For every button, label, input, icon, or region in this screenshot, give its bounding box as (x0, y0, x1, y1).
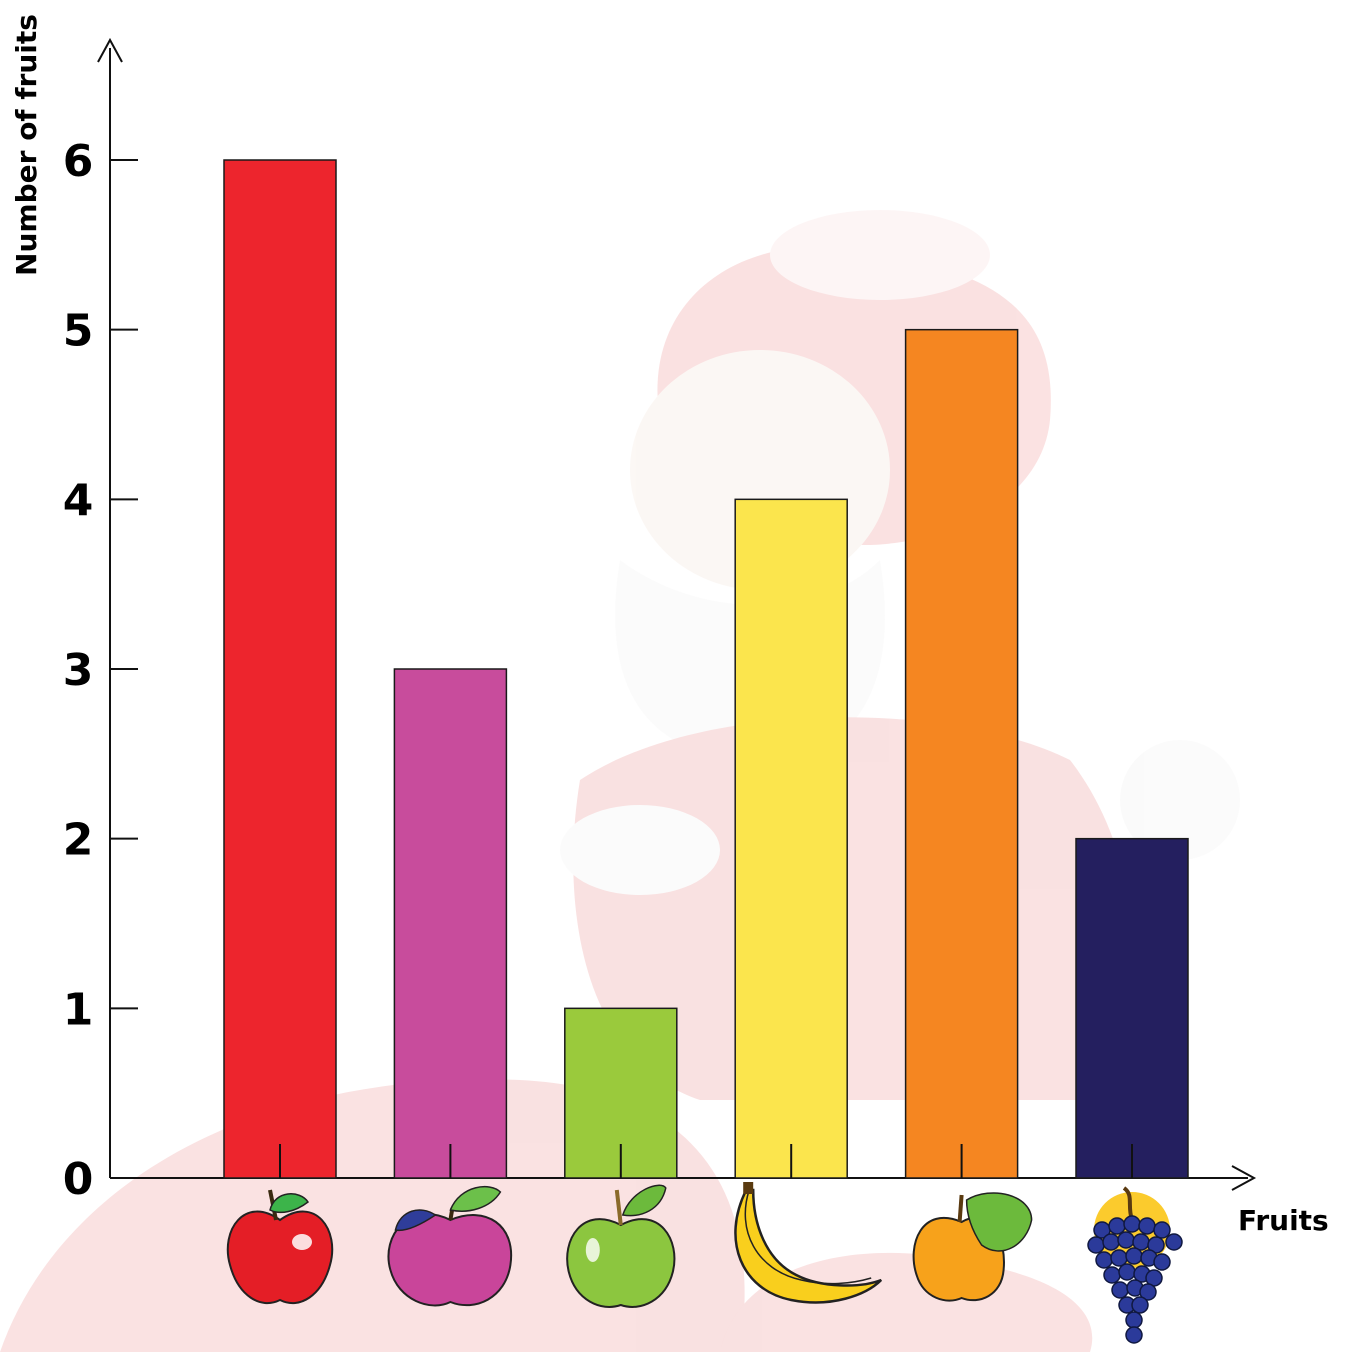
bar-grapes (1075, 837, 1189, 1179)
banana-icon (734, 1182, 883, 1304)
bar-plum (393, 668, 508, 1179)
y-tick-label-4: 4 (63, 475, 94, 526)
red-apple-icon (226, 1189, 334, 1305)
bar-banana (734, 498, 848, 1179)
y-tick-label-2: 2 (63, 815, 94, 866)
grapes-icon (1087, 1186, 1183, 1344)
category-icons (226, 1182, 1183, 1344)
green-apple-icon (566, 1184, 676, 1308)
y-tick-label-5: 5 (63, 306, 94, 357)
y-tick-label-0: 0 (63, 1154, 94, 1205)
peach-icon (912, 1192, 1033, 1302)
x-axis-arrow (1231, 1165, 1257, 1191)
y-tick-label-6: 6 (63, 136, 94, 187)
bar-red-apple (223, 159, 337, 1179)
santa-claus-watermark-icon (0, 210, 1240, 1352)
y-axis-ticks: 0 1 2 3 4 5 6 (63, 136, 138, 1205)
y-tick-label-3: 3 (63, 645, 94, 696)
y-axis-arrow (97, 37, 123, 63)
y-tick-label-1: 1 (63, 984, 94, 1035)
plum-icon (387, 1185, 513, 1307)
bars (223, 159, 1189, 1179)
bar-peach (904, 328, 1019, 1179)
y-axis-title: Number of fruits (10, 14, 43, 276)
x-axis-title: Fruits (1238, 1204, 1329, 1237)
